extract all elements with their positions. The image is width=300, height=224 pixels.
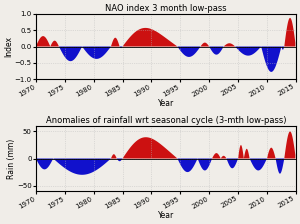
Y-axis label: Rain (mm): Rain (mm): [7, 138, 16, 179]
X-axis label: Year: Year: [158, 211, 174, 220]
Title: Anomalies of rainfall wrt seasonal cycle (3-mth low-pass): Anomalies of rainfall wrt seasonal cycle…: [46, 116, 286, 125]
Y-axis label: Index: Index: [4, 36, 13, 57]
Title: NAO index 3 month low-pass: NAO index 3 month low-pass: [105, 4, 227, 13]
X-axis label: Year: Year: [158, 99, 174, 108]
